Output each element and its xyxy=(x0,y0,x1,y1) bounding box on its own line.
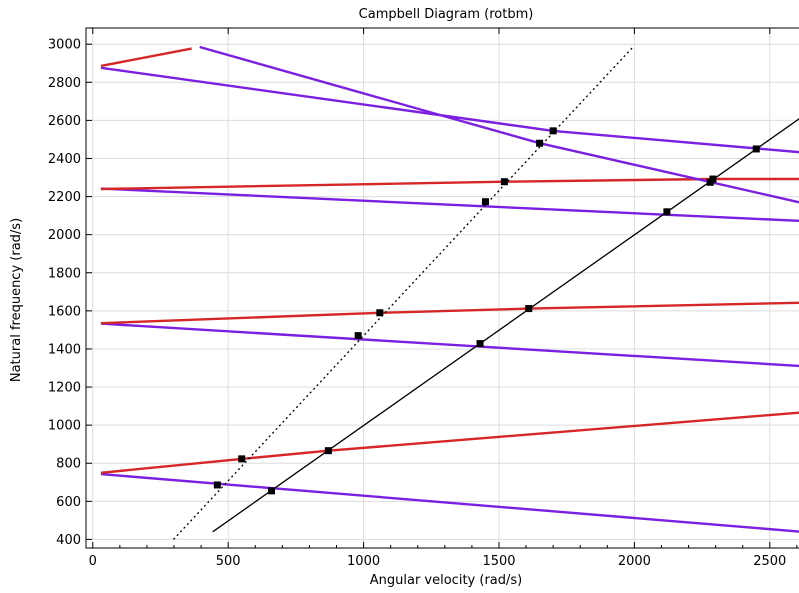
critical-speed-marker xyxy=(709,175,717,183)
y-tick-label: 1400 xyxy=(48,342,81,357)
critical-speed-marker xyxy=(536,139,544,147)
y-tick-label: 2000 xyxy=(48,228,81,243)
y-tick-label: 2800 xyxy=(48,76,81,91)
y-tick-label: 1800 xyxy=(48,266,81,281)
y-tick-label: 800 xyxy=(56,457,81,472)
axis-ticks: 0 500 1000 1500 2000 2500 400 600 800 1000 1200 140… xyxy=(48,28,798,569)
y-tick-label: 400 xyxy=(56,533,81,548)
critical-speed-marker xyxy=(476,340,484,348)
backward-whirl-line xyxy=(100,472,799,533)
critical-speed-marker xyxy=(525,305,533,313)
critical-speed-marker xyxy=(663,208,671,216)
y-tick-label: 1000 xyxy=(48,419,81,434)
y-tick-label: 3000 xyxy=(48,38,81,53)
y-tick-label: 1600 xyxy=(48,304,81,319)
critical-speed-marker xyxy=(500,178,508,186)
forward-whirl-line xyxy=(100,301,799,325)
reference-line-solid xyxy=(212,118,799,533)
marker-layer xyxy=(213,127,760,495)
critical-speed-marker xyxy=(268,487,276,495)
critical-speed-marker xyxy=(376,309,384,317)
y-tick-label: 2200 xyxy=(48,190,81,205)
x-tick-label: 2500 xyxy=(753,554,786,569)
y-tick-label: 2600 xyxy=(48,114,81,129)
chart-title: Campbell Diagram (rotbm) xyxy=(359,7,534,22)
critical-speed-marker xyxy=(354,332,362,340)
critical-speed-marker xyxy=(213,481,221,489)
x-tick-label: 0 xyxy=(89,554,97,569)
y-tick-label: 2400 xyxy=(48,152,81,167)
y-axis-label: Natural frequency (rad/s) xyxy=(9,218,24,382)
backward-whirl-line xyxy=(100,66,799,154)
forward-whirl-line xyxy=(100,177,799,191)
grid xyxy=(86,28,799,548)
x-tick-label: 500 xyxy=(216,554,241,569)
x-tick-label: 1500 xyxy=(482,554,515,569)
backward-whirl-line xyxy=(100,322,799,368)
forward-whirl-line xyxy=(100,47,192,68)
critical-speed-marker xyxy=(752,145,760,153)
backward-whirl-line xyxy=(100,187,799,223)
forward-whirl-line xyxy=(100,411,799,474)
x-tick-label: 2000 xyxy=(618,554,651,569)
y-tick-label: 600 xyxy=(56,495,81,510)
plot-frame xyxy=(85,27,799,549)
critical-speed-marker xyxy=(324,447,332,455)
x-tick-label: 1000 xyxy=(347,554,380,569)
x-axis-label: Angular velocity (rad/s) xyxy=(370,573,522,588)
critical-speed-marker xyxy=(238,455,246,463)
critical-speed-marker xyxy=(481,198,489,206)
y-tick-label: 1200 xyxy=(48,381,81,396)
critical-speed-marker xyxy=(549,127,557,135)
